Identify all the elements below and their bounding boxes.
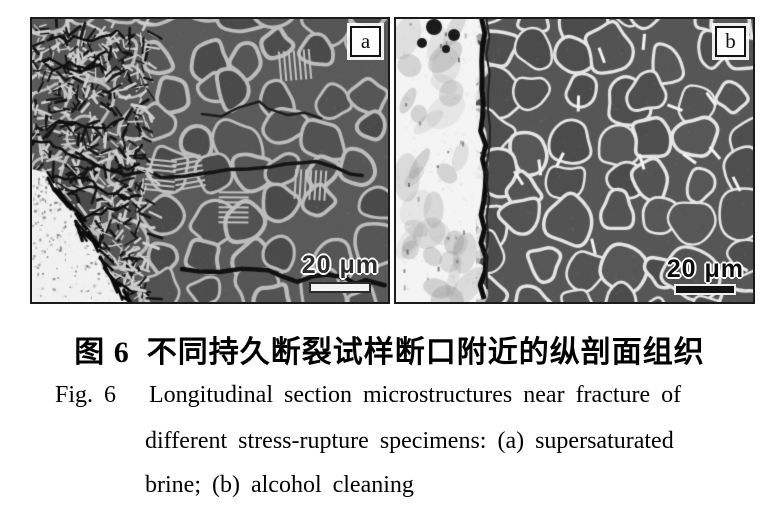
micrograph-image-a [32, 19, 388, 302]
micrograph-panel-a: a 20 μm [30, 17, 390, 304]
panel-label-a: a [350, 26, 381, 57]
caption-english-line2: different stress-rupture specimens: (a) … [145, 428, 674, 454]
scale-indicator-b: 20 μm [667, 257, 744, 293]
micrograph-panel-b: b 20 μm [394, 17, 755, 304]
scale-bar-b [676, 286, 735, 293]
caption-english-line1: Fig. 6 Longitudinal section microstructu… [55, 382, 682, 408]
caption-chinese: 图 6 不同持久断裂试样断口附近的纵剖面组织 [74, 336, 705, 369]
scale-bar-a [309, 282, 372, 293]
scale-indicator-a: 20 μm [302, 253, 379, 293]
micrograph-image-b [396, 19, 753, 302]
scale-text-a: 20 μm [301, 251, 379, 279]
scale-text-b: 20 μm [666, 255, 744, 283]
panel-label-b: b [715, 26, 746, 57]
caption-english-line3: brine; (b) alcohol cleaning [145, 472, 414, 498]
